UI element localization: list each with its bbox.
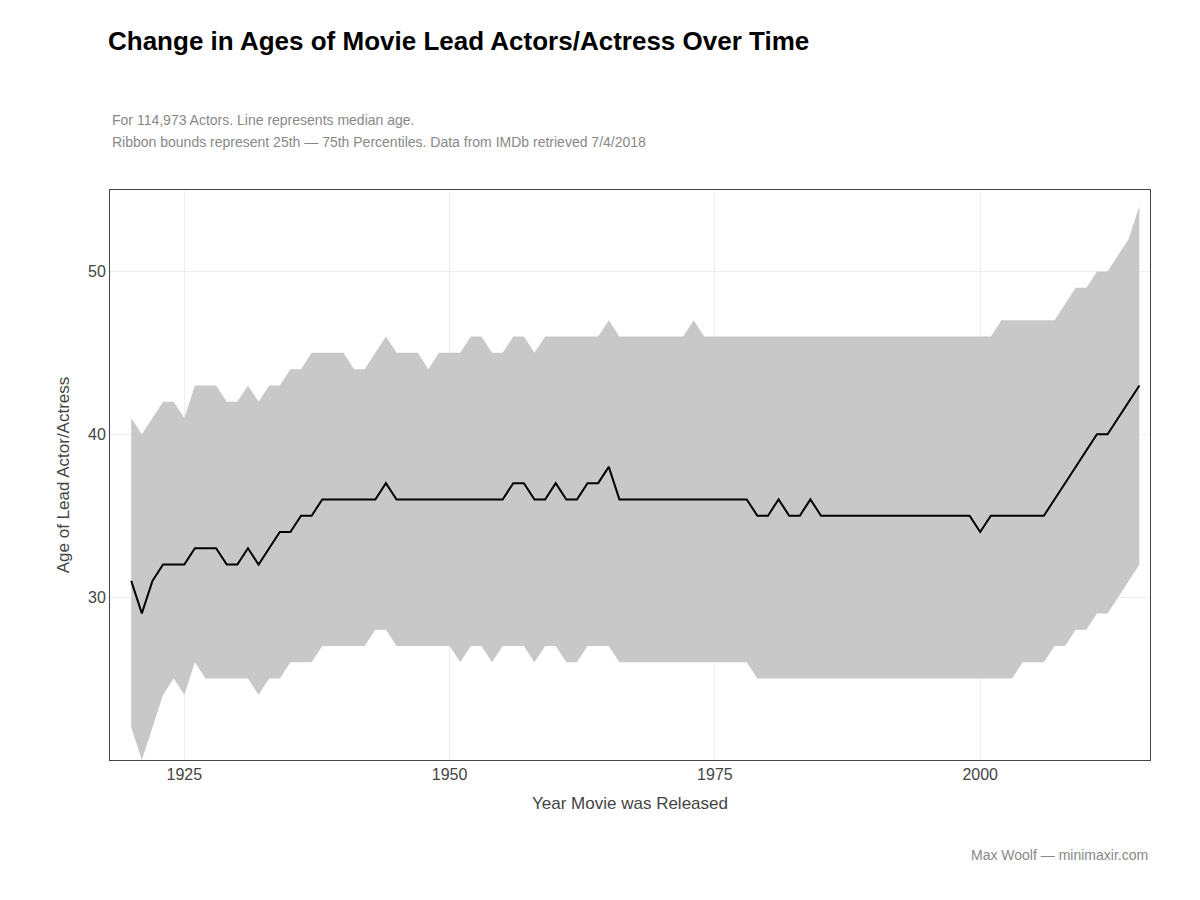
- svg-text:Year Movie was Released: Year Movie was Released: [532, 794, 728, 813]
- svg-text:For 114,973 Actors. Line repre: For 114,973 Actors. Line represents medi…: [112, 112, 414, 128]
- svg-text:50: 50: [88, 263, 106, 280]
- svg-text:1975: 1975: [697, 766, 733, 783]
- svg-text:30: 30: [88, 589, 106, 606]
- svg-text:Change in Ages of Movie Lead A: Change in Ages of Movie Lead Actors/Actr…: [108, 26, 809, 56]
- svg-text:2000: 2000: [962, 766, 998, 783]
- svg-text:Age of Lead Actor/Actress: Age of Lead Actor/Actress: [54, 377, 73, 574]
- svg-text:Ribbon bounds represent 25th —: Ribbon bounds represent 25th — 75th Perc…: [112, 134, 646, 150]
- svg-text:1950: 1950: [432, 766, 468, 783]
- svg-text:40: 40: [88, 426, 106, 443]
- svg-text:Max Woolf — minimaxir.com: Max Woolf — minimaxir.com: [971, 847, 1148, 863]
- svg-text:1925: 1925: [166, 766, 202, 783]
